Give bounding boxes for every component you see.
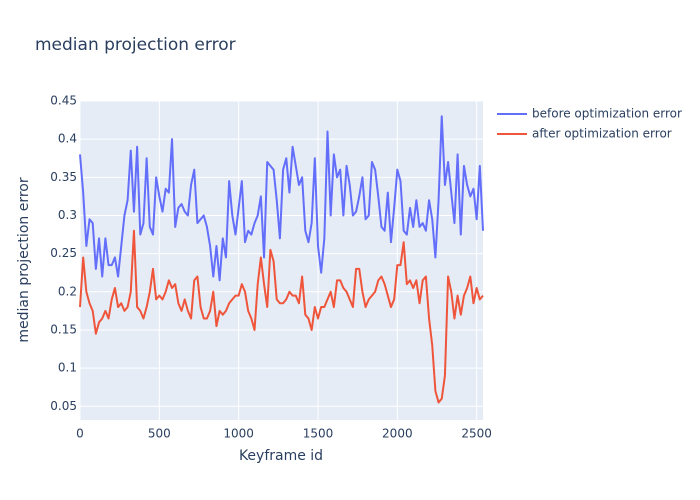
x-tick-label: 2000: [382, 427, 413, 441]
legend: before optimization error after optimizat…: [497, 107, 682, 141]
y-tick-label: 0.05: [50, 399, 77, 413]
x-axis-title: Keyframe id: [239, 448, 323, 464]
x-tick-label: 2500: [461, 427, 492, 441]
x-tick-label: 0: [76, 427, 84, 441]
y-tick-label: 0.4: [58, 132, 77, 146]
y-tick-label: 0.2: [58, 284, 77, 298]
y-axis-title: median projection error: [16, 177, 32, 342]
y-tick-label: 0.1: [58, 361, 77, 375]
x-tick-label: 1500: [303, 427, 334, 441]
x-tick-label: 1000: [223, 427, 254, 441]
y-tick-label: 0.45: [50, 94, 77, 108]
x-tick-label: 500: [148, 427, 171, 441]
series-line: [79, 115, 484, 282]
chart-title: median projection error: [35, 35, 236, 55]
legend-label: before optimization error: [532, 107, 682, 121]
series-line: [79, 229, 484, 404]
lines: [79, 115, 484, 404]
y-tick-label: 0.25: [50, 246, 77, 260]
y-tick-label: 0.3: [58, 208, 77, 222]
legend-label: after optimization error: [532, 127, 672, 141]
y-tick-label: 0.15: [50, 322, 77, 336]
y-tick-label: 0.35: [50, 170, 77, 184]
plot-area: [80, 101, 483, 420]
